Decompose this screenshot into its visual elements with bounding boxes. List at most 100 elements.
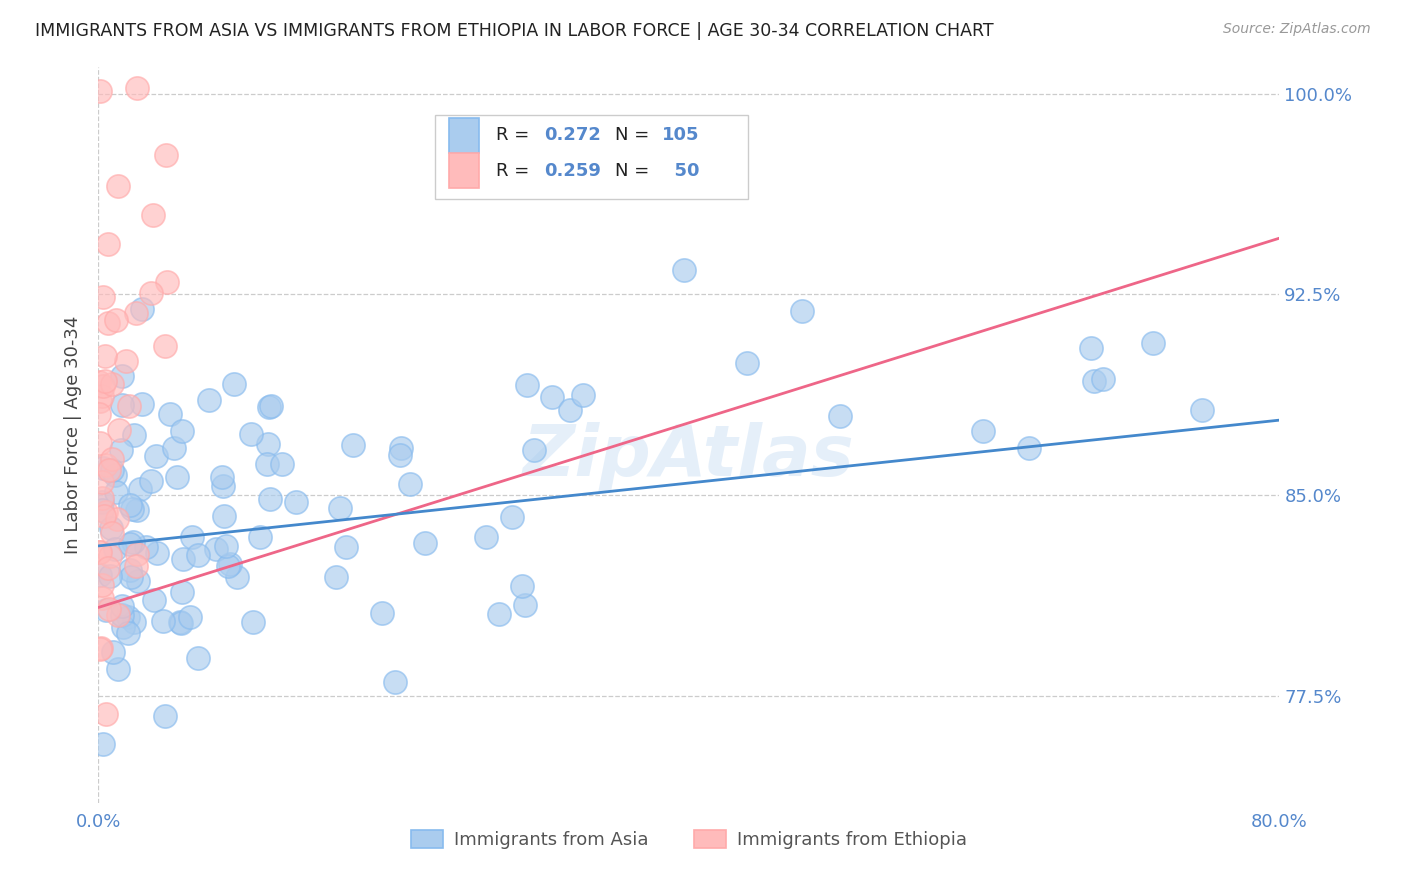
Point: [342, 438, 364, 452]
Point: [100, 452, 122, 467]
Point: [118, 399, 141, 413]
Point: [97, 316, 120, 330]
Point: [735, 356, 758, 370]
Point: [135, 541, 157, 555]
Point: [399, 476, 422, 491]
Point: [242, 615, 264, 629]
Point: [145, 449, 167, 463]
Point: [118, 498, 141, 512]
Point: [97, 236, 120, 251]
Point: [128, 482, 150, 496]
Point: [100, 809, 122, 823]
Point: [94, 374, 117, 388]
Point: [170, 424, 193, 438]
Point: [91, 461, 114, 475]
Point: [163, 442, 186, 456]
Point: [384, 674, 406, 689]
Text: N =: N =: [614, 127, 655, 145]
Point: [89, 642, 111, 657]
Point: [187, 548, 209, 562]
Point: [91, 475, 114, 490]
Point: [172, 584, 194, 599]
Point: [103, 467, 125, 482]
Point: [87, 376, 110, 390]
Point: [107, 178, 129, 193]
Legend: Immigrants from Asia, Immigrants from Ethiopia: Immigrants from Asia, Immigrants from Et…: [404, 822, 974, 856]
Point: [389, 449, 412, 463]
Point: [94, 505, 117, 519]
Point: [111, 607, 134, 622]
Point: [187, 651, 209, 665]
Point: [153, 709, 176, 723]
Point: [139, 285, 162, 300]
Point: [413, 536, 436, 550]
FancyBboxPatch shape: [434, 115, 748, 199]
Point: [89, 568, 111, 582]
Point: [1080, 341, 1102, 355]
Point: [325, 570, 347, 584]
Bar: [449, 153, 478, 188]
Point: [155, 148, 177, 162]
Point: [91, 290, 114, 304]
Point: [271, 457, 294, 471]
Text: 0.259: 0.259: [544, 161, 600, 179]
Point: [91, 849, 114, 863]
Point: [112, 620, 135, 634]
Point: [98, 569, 121, 583]
Point: [97, 601, 120, 615]
Point: [122, 535, 145, 549]
Point: [111, 369, 134, 384]
Point: [571, 387, 593, 401]
Point: [91, 491, 114, 505]
Point: [146, 546, 169, 560]
Point: [93, 509, 115, 524]
Point: [1092, 372, 1115, 386]
Point: [474, 530, 496, 544]
Point: [205, 541, 228, 556]
Point: [1142, 335, 1164, 350]
Point: [94, 603, 117, 617]
Point: [97, 561, 120, 575]
Bar: [449, 118, 478, 153]
Point: [488, 607, 510, 621]
Text: R =: R =: [496, 127, 536, 145]
Point: [172, 551, 194, 566]
Point: [111, 398, 134, 412]
Point: [125, 503, 148, 517]
Point: [101, 463, 124, 477]
Point: [142, 593, 165, 607]
Point: [87, 545, 110, 559]
Point: [91, 737, 114, 751]
Point: [217, 559, 239, 574]
Point: [972, 424, 994, 438]
Point: [211, 478, 233, 492]
Point: [117, 625, 139, 640]
Point: [107, 662, 129, 676]
Point: [90, 641, 112, 656]
Point: [215, 539, 238, 553]
Point: [104, 484, 127, 499]
Point: [672, 263, 695, 277]
Point: [828, 409, 851, 423]
Point: [792, 304, 814, 318]
Point: [257, 437, 280, 451]
Point: [104, 542, 127, 557]
Point: [131, 397, 153, 411]
Point: [105, 512, 128, 526]
Point: [166, 470, 188, 484]
Point: [142, 208, 165, 222]
Point: [94, 706, 117, 721]
Point: [90, 577, 112, 591]
Point: [510, 579, 533, 593]
Point: [101, 525, 124, 540]
Point: [523, 443, 546, 458]
Point: [103, 645, 125, 659]
Point: [131, 301, 153, 316]
Point: [284, 494, 307, 508]
Point: [1191, 402, 1213, 417]
Point: [87, 407, 110, 421]
Text: ZipAtlas: ZipAtlas: [523, 423, 855, 491]
Point: [259, 492, 281, 507]
Point: [257, 400, 280, 414]
Text: N =: N =: [614, 161, 655, 179]
